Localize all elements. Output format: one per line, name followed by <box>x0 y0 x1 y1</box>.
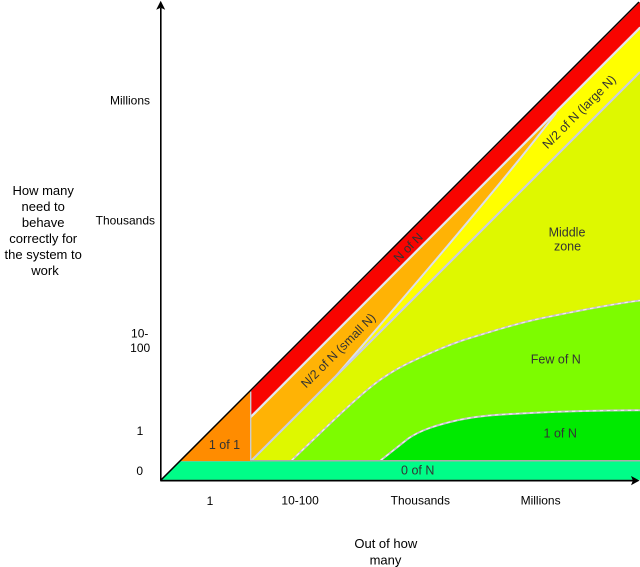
svg-text:How many need to behav: How many need to behave correctly for th… <box>5 183 86 278</box>
svg-text:1 of 1: 1 of 1 <box>209 438 240 452</box>
svg-text:zone: zone <box>554 240 581 254</box>
svg-text:1 of N: 1 of N <box>544 426 577 440</box>
svg-text:1: 1 <box>137 424 144 438</box>
svg-text:Few of N: Few of N <box>531 352 581 366</box>
svg-text:1: 1 <box>207 494 214 508</box>
svg-text:100: 100 <box>130 341 150 355</box>
svg-text:Thousands: Thousands <box>96 214 155 228</box>
svg-text:many: many <box>370 552 402 567</box>
svg-text:Millions: Millions <box>110 93 150 107</box>
svg-text:Middle: Middle <box>549 226 586 240</box>
svg-text:Out of how: Out of how <box>354 536 417 551</box>
svg-text:Millions: Millions <box>521 494 561 508</box>
svg-text:Thousands: Thousands <box>391 494 450 508</box>
svg-text:0: 0 <box>136 464 143 478</box>
svg-text:0 of N: 0 of N <box>401 464 434 478</box>
svg-text:10-100: 10-100 <box>281 494 319 508</box>
svg-text:10-: 10- <box>131 327 148 341</box>
